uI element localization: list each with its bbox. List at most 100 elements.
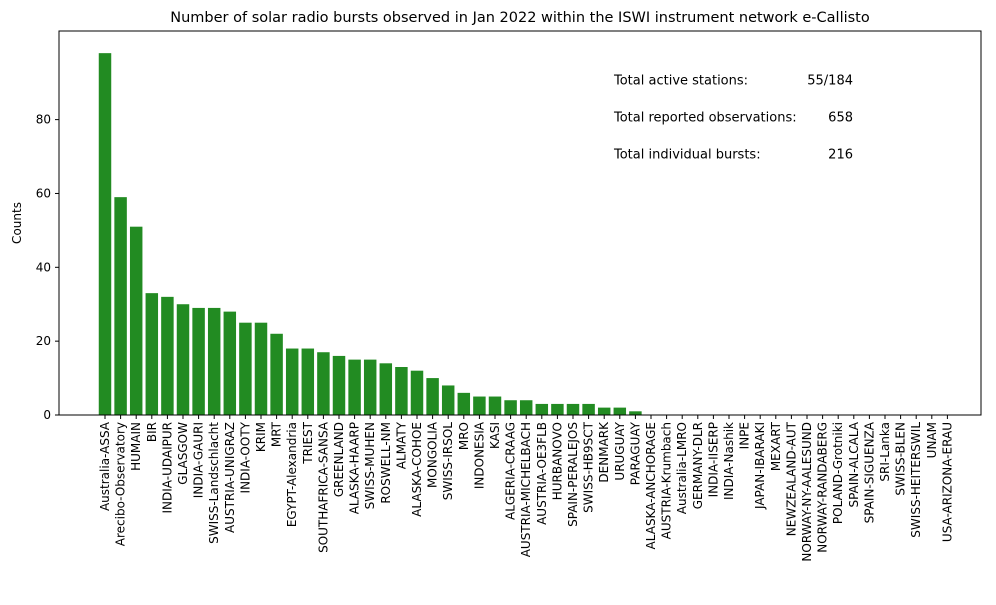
annotation-value: 55/184 xyxy=(807,74,853,89)
bar xyxy=(488,396,502,415)
x-tick-label: JAPAN-IBARAKI xyxy=(753,422,767,510)
x-tick-label: ALMATY xyxy=(394,421,408,469)
x-tick-label: AUSTRIA-OE3FLB xyxy=(535,422,549,525)
x-tick-label: MRO xyxy=(457,422,471,450)
bar xyxy=(457,392,471,415)
x-tick-label: INDIA-GAURI xyxy=(192,422,206,498)
plot-frame xyxy=(58,30,982,416)
bar xyxy=(363,359,377,415)
x-tick-label: SPAIN-PERALEJOS xyxy=(566,422,580,527)
bars-layer xyxy=(98,53,642,416)
x-tick-label: SWISS-HB9SCT xyxy=(582,421,596,512)
x-tick-label: SPAIN-ALCALA xyxy=(847,421,861,507)
bar xyxy=(114,197,127,415)
x-tick-label: Australia-LMRO xyxy=(675,422,689,514)
bar xyxy=(426,378,439,415)
bar xyxy=(176,304,190,415)
x-tick-label: HURBANOVO xyxy=(550,422,564,500)
x-tick-label: INPE xyxy=(738,422,752,449)
x-tick-label: DENMARK xyxy=(597,421,611,483)
x-tick-label: MONGOLIA xyxy=(426,421,440,488)
x-tick-label: SOUTHAFRICA-SANSA xyxy=(316,421,330,553)
bar xyxy=(395,367,408,415)
bar xyxy=(98,53,112,416)
annotation-label: Total individual bursts: xyxy=(613,148,761,163)
bar xyxy=(613,407,627,415)
bar xyxy=(348,359,361,415)
x-tick-label: ALASKA-HAARP xyxy=(348,422,362,514)
bar xyxy=(301,348,315,415)
bar xyxy=(239,322,252,415)
x-tick-label: SPAIN-SIGUENZA xyxy=(862,421,876,523)
bar xyxy=(582,403,595,415)
annotation-value: 216 xyxy=(828,148,853,163)
x-tick-label: ALASKA-COHOE xyxy=(410,422,424,517)
x-axis-ticks: Australia-ASSA Arecibo-Observatory HUMAIN B… xyxy=(98,415,954,562)
x-tick-label: ROSWELL-NM xyxy=(379,422,393,504)
x-tick-label: AUSTRIA-Krumbach xyxy=(660,422,674,539)
x-tick-label: PARAGUAY xyxy=(628,421,642,485)
bar xyxy=(270,333,283,415)
x-tick-label: UNAM xyxy=(925,422,939,458)
x-tick-label: MRT xyxy=(270,421,284,447)
bar xyxy=(597,407,611,415)
bar xyxy=(379,363,393,415)
x-tick-label: HUMAIN xyxy=(129,422,143,471)
x-tick-label: NORWAY-NY-AALESUND xyxy=(800,422,814,562)
x-tick-label: Arecibo-Observatory xyxy=(114,422,128,546)
bar xyxy=(629,411,642,415)
y-tick-label: 20 xyxy=(36,334,51,348)
bar xyxy=(519,400,533,415)
x-tick-label: INDIA-OOTY xyxy=(238,421,252,493)
bar xyxy=(161,296,174,415)
bar xyxy=(504,400,517,415)
bar xyxy=(192,307,205,415)
bar xyxy=(223,311,237,415)
x-tick-label: GERMANY-DLR xyxy=(691,422,705,509)
x-tick-label: SWISS-HEITERSWIL xyxy=(909,422,923,538)
x-tick-label: INDONESIA xyxy=(472,421,486,489)
x-tick-label: GREENLAND xyxy=(332,422,346,497)
bar xyxy=(566,403,580,415)
y-tick-label: 0 xyxy=(43,408,51,422)
x-tick-label: NEWZEALAND-AUT xyxy=(784,421,798,536)
bar xyxy=(551,403,564,415)
y-tick-label: 80 xyxy=(36,113,51,127)
x-tick-label: POLAND-Grotniki xyxy=(831,422,845,524)
x-tick-label: AUSTRIA-MICHELBACH xyxy=(519,422,533,557)
x-tick-label: SWISS-IRSOL xyxy=(441,422,455,501)
x-tick-label: BIR xyxy=(145,422,159,442)
x-tick-label: SWISS-Landschlacht xyxy=(207,422,221,544)
x-tick-label: Australia-ASSA xyxy=(98,421,112,511)
bar xyxy=(145,293,159,415)
x-tick-label: SWISS-BLEN xyxy=(894,422,908,496)
y-axis-ticks: 0 20 40 60 80 xyxy=(36,113,59,422)
x-tick-label: SWISS-MUHEN xyxy=(363,422,377,509)
bar xyxy=(410,370,424,415)
x-tick-label: INDIA-UDAIPUR xyxy=(160,422,174,514)
stats-annotations: Total active stations: 55/184 Total report… xyxy=(613,74,853,163)
annotation-value: 658 xyxy=(828,111,853,126)
y-tick-label: 60 xyxy=(36,186,51,200)
y-axis-label: Counts xyxy=(10,202,24,244)
x-tick-label: INDIA-IISERP xyxy=(706,422,720,497)
x-tick-label: EGYPT-Alexandria xyxy=(285,422,299,527)
annotation-label: Total reported observations: xyxy=(613,111,797,126)
x-tick-label: KRIM xyxy=(254,422,268,452)
bar xyxy=(129,226,143,415)
chart-title: Number of solar radio bursts observed in… xyxy=(170,10,870,26)
x-tick-label: GLASGOW xyxy=(176,422,190,485)
bar xyxy=(317,352,330,415)
x-tick-label: ALASKA-ANCHORAGE xyxy=(644,422,658,549)
bar xyxy=(254,322,268,415)
x-tick-label: MEXART xyxy=(769,421,783,471)
bar xyxy=(207,307,221,415)
x-tick-label: INDIA-Nashik xyxy=(722,422,736,500)
bar xyxy=(441,385,455,415)
x-tick-label: AUSTRIA-UNIGRAZ xyxy=(223,422,237,533)
x-tick-label: TRIEST xyxy=(301,421,315,464)
x-tick-label: URUGUAY xyxy=(613,421,627,480)
y-tick-label: 40 xyxy=(36,260,51,274)
